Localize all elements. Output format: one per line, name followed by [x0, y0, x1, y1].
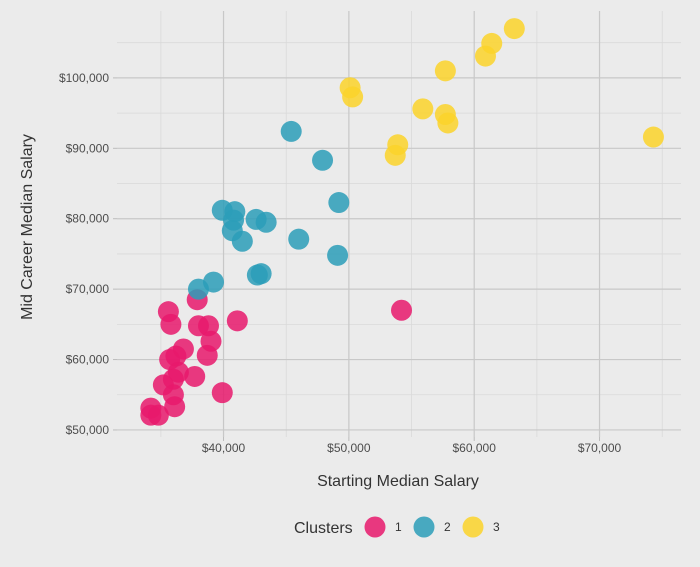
y-axis-ticks: $50,000 $60,000 $70,000 $80,000 $90,000 $100,…	[59, 71, 117, 437]
data-point-cluster-2	[231, 230, 253, 252]
data-points	[140, 18, 664, 426]
data-point-cluster-3	[642, 126, 664, 148]
data-point-cluster-3	[437, 112, 459, 134]
data-point-cluster-2	[288, 228, 310, 250]
data-point-cluster-2	[187, 278, 209, 300]
data-point-cluster-1	[196, 344, 218, 366]
legend-swatch-3	[462, 516, 484, 538]
x-tick-label: $70,000	[578, 441, 622, 455]
data-point-cluster-2	[327, 244, 349, 266]
grid-lines	[117, 11, 681, 437]
y-tick-label: $100,000	[59, 71, 109, 85]
data-point-cluster-1	[164, 396, 186, 418]
data-point-cluster-3	[412, 98, 434, 120]
legend-label-1: 1	[395, 520, 402, 534]
x-axis-ticks: $40,000 $50,000 $60,000 $70,000	[202, 437, 622, 455]
data-point-cluster-1	[147, 404, 169, 426]
data-point-cluster-2	[328, 192, 350, 214]
legend: Clusters 1 2 3	[294, 516, 500, 538]
data-point-cluster-3	[434, 60, 456, 82]
data-point-cluster-1	[165, 345, 187, 367]
data-point-cluster-2	[312, 149, 334, 171]
data-point-cluster-1	[197, 315, 219, 337]
x-tick-label: $40,000	[202, 441, 246, 455]
x-tick-label: $50,000	[327, 441, 371, 455]
y-tick-label: $90,000	[66, 141, 110, 155]
data-point-cluster-1	[162, 368, 184, 390]
data-point-cluster-3	[342, 86, 364, 108]
y-tick-label: $80,000	[66, 212, 110, 226]
legend-swatch-2	[413, 516, 435, 538]
data-point-cluster-2	[280, 120, 302, 142]
y-tick-label: $70,000	[66, 282, 110, 296]
data-point-cluster-3	[474, 45, 496, 67]
data-point-cluster-1	[226, 310, 248, 332]
x-axis-title: Starting Median Salary	[317, 473, 479, 490]
legend-label-3: 3	[493, 520, 500, 534]
legend-title: Clusters	[294, 520, 353, 537]
legend-swatch-1	[364, 516, 386, 538]
data-point-cluster-2	[250, 263, 272, 285]
data-point-cluster-2	[255, 211, 277, 233]
y-tick-label: $60,000	[66, 353, 110, 367]
data-point-cluster-1	[211, 382, 233, 404]
x-tick-label: $60,000	[453, 441, 497, 455]
data-point-cluster-1	[391, 299, 413, 321]
data-point-cluster-3	[384, 144, 406, 166]
data-point-cluster-1	[184, 365, 206, 387]
y-tick-label: $50,000	[66, 423, 110, 437]
y-axis-title: Mid Career Median Salary	[19, 134, 36, 320]
data-point-cluster-1	[160, 313, 182, 335]
data-point-cluster-3	[503, 18, 525, 40]
legend-label-2: 2	[444, 520, 451, 534]
